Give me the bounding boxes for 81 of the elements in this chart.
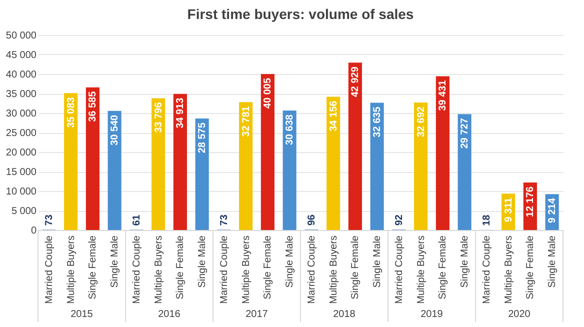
bar — [152, 98, 166, 230]
bar — [436, 76, 450, 230]
x-tick-label: Single Male — [110, 235, 121, 288]
x-tick-label: Single Female — [262, 235, 274, 300]
y-tick-label: 25 000 — [6, 128, 37, 139]
bar — [458, 114, 472, 230]
x-tick-label: Married Couple — [131, 235, 142, 304]
x-tick-label: Multiple Buyers — [240, 236, 252, 304]
data-label: 9 214 — [547, 198, 558, 224]
y-tick-label: 10 000 — [6, 186, 37, 198]
data-label: 73 — [44, 214, 55, 226]
x-tick-label: Multiple Buyers — [328, 236, 340, 304]
text: 2017 — [246, 309, 268, 320]
data-label: 36 585 — [88, 90, 99, 122]
x-tick-label: Single Female — [525, 235, 536, 300]
x-tick-label: Single Male — [547, 235, 558, 288]
data-label: 28 575 — [197, 122, 208, 154]
x-tick-label: Married Couple — [306, 235, 318, 304]
bar — [195, 118, 209, 230]
data-label: 32 692 — [416, 106, 427, 138]
x-tick-label: Single Male — [197, 235, 208, 288]
data-label: 42 929 — [350, 66, 362, 98]
text: 2016 — [158, 309, 181, 320]
x-tick-label: Married Couple — [481, 235, 492, 304]
y-tick-label: 45 000 — [6, 50, 37, 61]
x-tick-label: Single Female — [88, 235, 99, 300]
x-tick-label: Single Female — [175, 235, 186, 300]
y-tick-label: 35 000 — [6, 89, 37, 100]
bar — [260, 74, 274, 230]
x-tick-label: Single Male — [460, 235, 471, 288]
text: 2020 — [508, 309, 531, 320]
x-tick-label: Multiple Buyers — [66, 236, 77, 304]
x-tick-label: Multiple Buyers — [416, 236, 427, 304]
y-tick-label: 0 — [30, 226, 37, 236]
y-tick-label: 20 000 — [6, 148, 37, 158]
x-tick-label: Married Couple — [394, 235, 405, 304]
data-label: 96 — [306, 214, 318, 226]
y-tick-label: 40 000 — [6, 70, 37, 80]
bar — [239, 102, 253, 230]
y-tick-label: 5 000 — [11, 206, 37, 217]
bar — [173, 94, 187, 230]
bar — [64, 93, 78, 230]
chart-title: First time buyers: volume of sales — [187, 6, 414, 22]
bar — [370, 102, 384, 230]
x-tick-label: Married Couple — [218, 235, 230, 304]
data-label: 32 781 — [240, 106, 252, 137]
y-tick-label: 30 000 — [6, 108, 37, 120]
data-label: 30 638 — [284, 114, 296, 146]
data-label: 61 — [131, 214, 142, 226]
data-label: 29 727 — [460, 118, 471, 149]
data-label: 40 005 — [262, 78, 274, 109]
x-tick-label: Single Female — [350, 235, 362, 300]
data-label: 12 176 — [525, 186, 536, 218]
x-tick-label: Married Couple — [44, 235, 55, 304]
data-label: 73 — [218, 214, 230, 226]
x-tick-label: Multiple Buyers — [153, 236, 164, 304]
data-label: 35 083 — [66, 96, 77, 128]
x-tick-label: Single Male — [284, 235, 296, 288]
text: 2018 — [333, 309, 356, 320]
y-tick-label: 15 000 — [6, 167, 37, 178]
data-label: 34 156 — [328, 100, 340, 132]
bar — [282, 110, 296, 230]
x-tick-label: Single Female — [438, 235, 449, 300]
x-tick-label: Multiple Buyers — [503, 236, 514, 304]
data-label: 9 311 — [503, 197, 514, 222]
text: 2015 — [70, 309, 94, 320]
data-label: 39 431 — [438, 80, 449, 111]
bar — [348, 62, 362, 230]
y-tick-label: 50 000 — [6, 30, 37, 42]
data-label: 32 635 — [372, 106, 384, 138]
x-tick-label: Single Male — [372, 235, 384, 288]
data-label: 34 913 — [175, 97, 186, 128]
bar — [326, 96, 340, 230]
data-label: 92 — [394, 214, 405, 226]
data-label: 18 — [481, 214, 492, 226]
data-label: 30 540 — [110, 114, 121, 146]
data-label: 33 796 — [153, 102, 164, 133]
bar — [108, 110, 122, 230]
bar — [414, 102, 428, 230]
text: 2019 — [420, 309, 444, 320]
bar — [86, 87, 100, 230]
